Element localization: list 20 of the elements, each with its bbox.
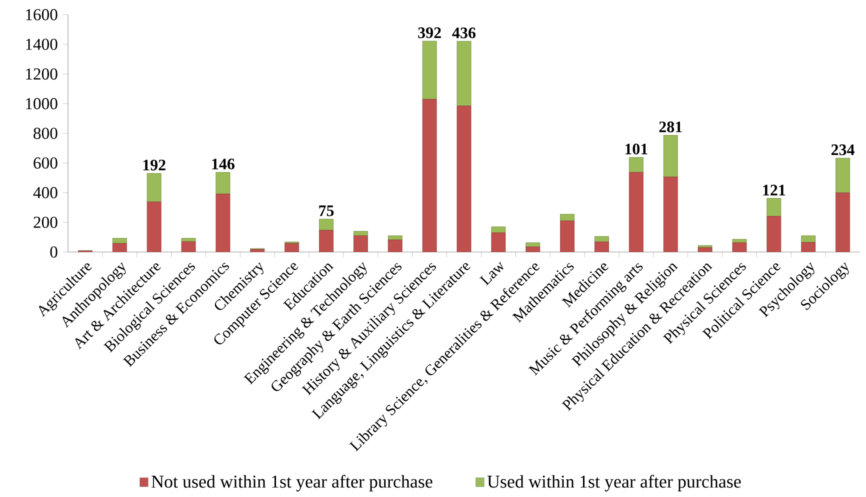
y-tick-label: 1600 — [26, 9, 58, 20]
data-label: 121 — [763, 184, 786, 196]
y-tick-label: 200 — [34, 216, 58, 228]
data-label: 75 — [319, 206, 334, 216]
y-tick-label: 800 — [34, 128, 58, 139]
legend-label: Not used within 1st year after purchase — [152, 474, 432, 492]
y-tick-label: 600 — [34, 157, 58, 169]
data-label: 281 — [659, 122, 682, 132]
data-label: 234 — [831, 144, 854, 156]
y-tick-label: 400 — [33, 187, 58, 198]
data-label: 192 — [143, 160, 166, 170]
legend-label: Used within 1st year after purchase — [487, 474, 741, 492]
y-tick-label: 1200 — [26, 68, 58, 80]
data-label: 392 — [418, 27, 441, 38]
y-tick-label: 1400 — [26, 38, 58, 50]
data-label: 436 — [452, 28, 476, 38]
y-tick-label: 0 — [50, 246, 58, 258]
data-label: 146 — [212, 158, 234, 170]
y-tick-label: 1000 — [26, 98, 58, 110]
data-label: 101 — [625, 144, 648, 154]
